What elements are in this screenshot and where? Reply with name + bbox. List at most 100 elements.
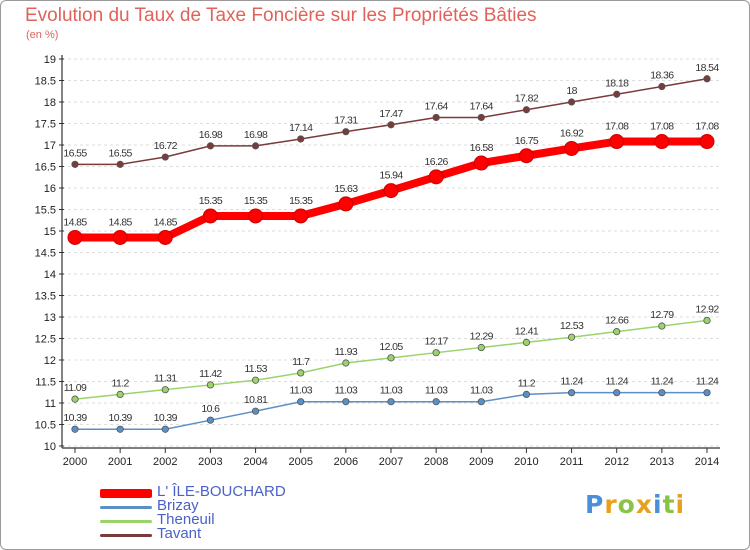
data-label: 14.85 bbox=[154, 216, 178, 228]
data-point bbox=[116, 160, 124, 168]
y-tick-label: 16 bbox=[44, 183, 56, 195]
data-point bbox=[564, 140, 580, 156]
data-label: 11.42 bbox=[199, 368, 222, 380]
x-tick-label: 2012 bbox=[604, 456, 628, 468]
y-tick-label: 15.5 bbox=[35, 205, 56, 217]
y-axis-unit-label: (en %) bbox=[26, 29, 59, 41]
data-point bbox=[297, 398, 305, 406]
x-tick-label: 2007 bbox=[379, 456, 403, 468]
data-point bbox=[477, 343, 485, 352]
data-point bbox=[206, 381, 215, 389]
data-label: 11.03 bbox=[335, 385, 358, 397]
data-label: 11.03 bbox=[289, 385, 312, 397]
y-tick-label: 10.5 bbox=[35, 420, 56, 432]
y-tick-label: 18.5 bbox=[35, 76, 56, 88]
data-label: 16.98 bbox=[244, 129, 268, 141]
data-point bbox=[609, 134, 625, 150]
data-label: 17.08 bbox=[605, 121, 629, 133]
data-point bbox=[251, 142, 260, 150]
x-tick-label: 2005 bbox=[288, 456, 312, 468]
x-tick-label: 2000 bbox=[63, 456, 87, 468]
data-point bbox=[342, 128, 350, 136]
data-point bbox=[251, 376, 260, 384]
data-label: 10.6 bbox=[201, 403, 220, 415]
data-label: 16.55 bbox=[109, 147, 133, 159]
data-label: 16.98 bbox=[199, 129, 223, 141]
data-point bbox=[658, 82, 666, 91]
legend-swatch bbox=[100, 489, 152, 498]
data-label: 14.85 bbox=[109, 216, 133, 228]
data-label: 17.64 bbox=[470, 100, 494, 112]
y-tick-label: 15 bbox=[44, 226, 56, 238]
data-label: 14.85 bbox=[63, 216, 87, 228]
y-tick-label: 14.5 bbox=[35, 248, 56, 260]
data-point bbox=[518, 148, 534, 164]
data-label: 18.18 bbox=[605, 77, 629, 89]
data-label: 16.26 bbox=[425, 156, 449, 168]
data-label: 17.64 bbox=[425, 100, 449, 112]
y-tick-label: 12.5 bbox=[35, 334, 56, 346]
data-point bbox=[613, 389, 621, 397]
data-label: 10.81 bbox=[244, 394, 268, 406]
data-point bbox=[157, 229, 173, 245]
data-point bbox=[699, 134, 715, 150]
y-tick-label: 18 bbox=[44, 97, 56, 109]
data-point bbox=[658, 322, 666, 330]
data-label: 11.03 bbox=[380, 385, 403, 397]
data-label: 17.82 bbox=[515, 93, 539, 105]
data-point bbox=[338, 196, 354, 212]
data-point bbox=[658, 389, 666, 397]
data-point bbox=[387, 354, 395, 362]
data-label: 11.2 bbox=[518, 377, 536, 389]
legend-swatch bbox=[100, 506, 152, 509]
x-tick-label: 2006 bbox=[334, 456, 358, 468]
data-label: 16.75 bbox=[515, 135, 539, 147]
data-label: 16.72 bbox=[154, 140, 178, 152]
data-label: 16.58 bbox=[470, 142, 494, 154]
x-tick-label: 2001 bbox=[108, 456, 132, 468]
data-point bbox=[116, 425, 124, 433]
data-label: 11.03 bbox=[425, 385, 448, 397]
data-point bbox=[703, 75, 711, 83]
data-label: 17.31 bbox=[334, 115, 358, 127]
x-tick-label: 2004 bbox=[243, 456, 267, 468]
data-label: 15.63 bbox=[334, 183, 358, 195]
data-point bbox=[251, 407, 260, 415]
data-point bbox=[432, 398, 440, 406]
data-label: 15.94 bbox=[379, 170, 403, 182]
data-label: 11.24 bbox=[651, 376, 674, 388]
legend-swatch bbox=[100, 520, 152, 523]
x-tick-label: 2009 bbox=[469, 456, 493, 468]
data-point bbox=[297, 369, 305, 377]
data-point bbox=[473, 155, 489, 171]
data-label: 11.53 bbox=[244, 363, 267, 375]
data-point bbox=[297, 135, 305, 143]
proxiti-logo: Proxiti bbox=[585, 490, 686, 519]
data-label: 17.47 bbox=[379, 108, 403, 120]
data-point bbox=[112, 229, 128, 245]
x-tick-label: 2003 bbox=[198, 456, 222, 468]
data-point bbox=[71, 395, 79, 403]
data-label: 11.31 bbox=[154, 373, 177, 385]
x-tick-label: 2010 bbox=[514, 456, 538, 468]
data-label: 18 bbox=[566, 85, 577, 97]
data-point bbox=[522, 338, 531, 346]
data-label: 11.24 bbox=[696, 376, 719, 388]
data-point bbox=[71, 425, 79, 433]
x-tick-label: 2011 bbox=[560, 456, 584, 468]
chart-title: Evolution du Taux de Taxe Foncière sur l… bbox=[25, 5, 537, 26]
data-label: 10.39 bbox=[109, 412, 133, 424]
data-point bbox=[567, 389, 576, 397]
data-label: 12.29 bbox=[470, 331, 494, 343]
y-tick-label: 12 bbox=[44, 355, 56, 367]
y-tick-label: 11 bbox=[45, 398, 56, 410]
y-tick-label: 11.5 bbox=[35, 377, 56, 389]
data-point bbox=[703, 389, 711, 397]
legend-label: Theneuil bbox=[157, 511, 215, 528]
data-point bbox=[428, 169, 444, 185]
y-tick-label: 13 bbox=[44, 312, 56, 324]
data-point bbox=[116, 390, 124, 398]
data-point bbox=[67, 229, 83, 245]
